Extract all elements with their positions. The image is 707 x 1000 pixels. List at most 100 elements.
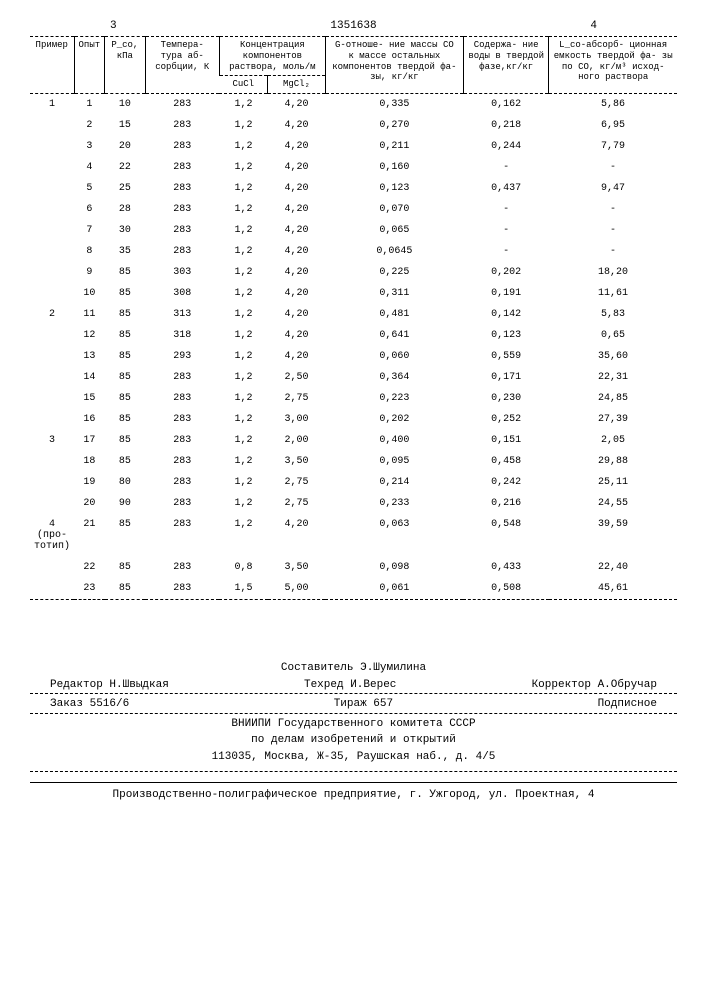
cell-primer [30, 325, 74, 346]
cell-opyt: 10 [74, 283, 105, 304]
cell-water: 0,252 [463, 409, 548, 430]
cell-lco: 7,79 [549, 136, 677, 157]
cell-lco: 5,83 [549, 304, 677, 325]
table-row: 19802831,22,750,2140,24225,11 [30, 472, 677, 493]
col-cucl: CuCl [219, 76, 267, 94]
cell-opyt: 11 [74, 304, 105, 325]
cell-g: 0,123 [325, 178, 463, 199]
table-row: 8352831,24,200,0645-- [30, 241, 677, 262]
page-right: 4 [590, 20, 597, 32]
cell-lco: 27,39 [549, 409, 677, 430]
col-primer: Пример [30, 37, 74, 94]
cell-mgcl2: 4,20 [268, 241, 326, 262]
cell-opyt: 9 [74, 262, 105, 283]
cell-cucl: 1,5 [219, 578, 267, 600]
cell-opyt: 6 [74, 199, 105, 220]
cell-g: 0,095 [325, 451, 463, 472]
cell-temp: 283 [145, 94, 219, 116]
doc-number: 1351638 [330, 20, 376, 32]
cell-temp: 283 [145, 388, 219, 409]
cell-g: 0,400 [325, 430, 463, 451]
tirazh: Тираж 657 [334, 696, 393, 713]
cell-mgcl2: 4,20 [268, 262, 326, 283]
cell-opyt: 14 [74, 367, 105, 388]
cell-pco: 85 [105, 388, 145, 409]
table-row: 20902831,22,750,2330,21624,55 [30, 493, 677, 514]
table-row: 317852831,22,000,4000,1512,05 [30, 430, 677, 451]
org2: по делам изобретений и открытий [30, 732, 677, 749]
cell-opyt: 23 [74, 578, 105, 600]
table-row: 4 (про- тотип)21852831,24,200,0630,54839… [30, 514, 677, 557]
cell-water: 0,508 [463, 578, 548, 600]
podpisnoe: Подписное [598, 696, 657, 713]
cell-pco: 85 [105, 578, 145, 600]
address: 113035, Москва, Ж-35, Раушская наб., д. … [30, 749, 677, 766]
table-row: 4222831,24,200,160-- [30, 157, 677, 178]
cell-pco: 85 [105, 325, 145, 346]
cell-pco: 80 [105, 472, 145, 493]
cell-cucl: 1,2 [219, 283, 267, 304]
cell-primer [30, 157, 74, 178]
cell-primer: 4 (про- тотип) [30, 514, 74, 557]
cell-temp: 283 [145, 241, 219, 262]
cell-cucl: 1,2 [219, 367, 267, 388]
cell-water: 0,162 [463, 94, 548, 116]
cell-primer [30, 136, 74, 157]
cell-cucl: 1,2 [219, 325, 267, 346]
cell-cucl: 1,2 [219, 346, 267, 367]
table-row: 3202831,24,200,2110,2447,79 [30, 136, 677, 157]
cell-opyt: 8 [74, 241, 105, 262]
cell-primer [30, 220, 74, 241]
cell-temp: 283 [145, 199, 219, 220]
table-row: 16852831,23,000,2020,25227,39 [30, 409, 677, 430]
cell-cucl: 1,2 [219, 514, 267, 557]
cell-mgcl2: 2,50 [268, 367, 326, 388]
cell-lco: 22,40 [549, 557, 677, 578]
cell-lco: 11,61 [549, 283, 677, 304]
cell-pco: 85 [105, 346, 145, 367]
cell-cucl: 1,2 [219, 409, 267, 430]
cell-lco: 24,85 [549, 388, 677, 409]
cell-pco: 90 [105, 493, 145, 514]
cell-pco: 20 [105, 136, 145, 157]
cell-opyt: 5 [74, 178, 105, 199]
cell-cucl: 1,2 [219, 472, 267, 493]
press: Производственно-полиграфическое предприя… [30, 782, 677, 804]
cell-mgcl2: 3,50 [268, 451, 326, 472]
cell-opyt: 20 [74, 493, 105, 514]
page-header: 3 1351638 4 [30, 20, 677, 32]
cell-pco: 35 [105, 241, 145, 262]
table-row: 15852831,22,750,2230,23024,85 [30, 388, 677, 409]
cell-lco: 45,61 [549, 578, 677, 600]
cell-mgcl2: 4,20 [268, 325, 326, 346]
cell-cucl: 1,2 [219, 157, 267, 178]
cell-cucl: 1,2 [219, 493, 267, 514]
cell-opyt: 17 [74, 430, 105, 451]
col-water: Содержа- ние воды в твердой фазе,кг/кг [463, 37, 548, 94]
cell-primer [30, 283, 74, 304]
cell-mgcl2: 4,20 [268, 157, 326, 178]
cell-primer [30, 451, 74, 472]
cell-primer [30, 346, 74, 367]
cell-pco: 85 [105, 367, 145, 388]
cell-mgcl2: 5,00 [268, 578, 326, 600]
cell-g: 0,098 [325, 557, 463, 578]
footer: Составитель Э.Шумилина Редактор Н.Швыдка… [30, 660, 677, 804]
col-lco: L_co-абсорб- ционная емкость твердой фа-… [549, 37, 677, 94]
cell-pco: 85 [105, 430, 145, 451]
cell-temp: 283 [145, 136, 219, 157]
cell-water: 0,142 [463, 304, 548, 325]
cell-pco: 15 [105, 115, 145, 136]
cell-g: 0,063 [325, 514, 463, 557]
col-mgcl2: MgCl₂ [268, 76, 326, 94]
table-row: 13852931,24,200,0600,55935,60 [30, 346, 677, 367]
cell-cucl: 1,2 [219, 241, 267, 262]
cell-g: 0,202 [325, 409, 463, 430]
cell-water: 0,548 [463, 514, 548, 557]
table-row: 22852830,83,500,0980,43322,40 [30, 557, 677, 578]
cell-g: 0,214 [325, 472, 463, 493]
cell-pco: 10 [105, 94, 145, 116]
table-row: 211853131,24,200,4810,1425,83 [30, 304, 677, 325]
cell-g: 0,065 [325, 220, 463, 241]
cell-primer [30, 178, 74, 199]
